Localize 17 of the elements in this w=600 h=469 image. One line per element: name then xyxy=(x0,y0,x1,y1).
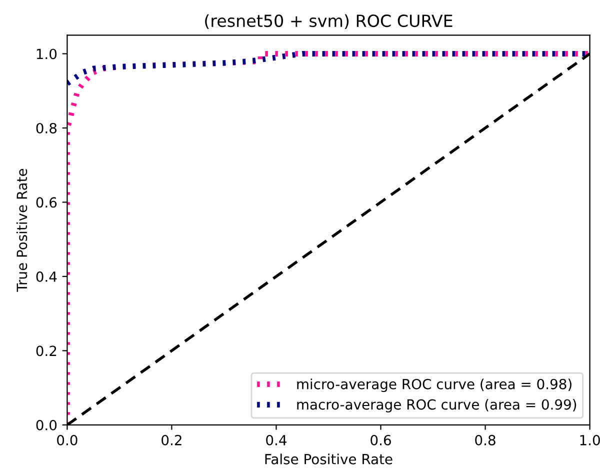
y-tick-label: 0.6 xyxy=(36,197,57,208)
x-tick-label: 0.6 xyxy=(370,434,391,446)
x-tick-label: 0.0 xyxy=(57,434,78,446)
x-tick-label: 0.4 xyxy=(266,434,287,446)
y-tick-label: 0.2 xyxy=(36,346,56,356)
y-axis-title: True Positive Rate xyxy=(16,168,28,292)
chart-title: (resnet50 + svm) ROC CURVE xyxy=(205,14,452,30)
x-axis-title: False Positive Rate xyxy=(265,454,392,464)
y-tick-label: 0.0 xyxy=(36,420,57,430)
x-tick-label: 0.8 xyxy=(475,434,496,446)
x-tick-label: 0.2 xyxy=(162,434,182,446)
legend-label: macro-average ROC curve (area = 0.99) xyxy=(297,398,576,412)
y-tick-label: 0.8 xyxy=(36,122,57,134)
x-tick-label: 1.0 xyxy=(580,434,600,446)
y-tick-label: 1.0 xyxy=(36,48,57,60)
y-tick-label: 0.4 xyxy=(36,271,57,282)
legend-label: micro-average ROC curve (area = 0.98) xyxy=(297,378,572,392)
